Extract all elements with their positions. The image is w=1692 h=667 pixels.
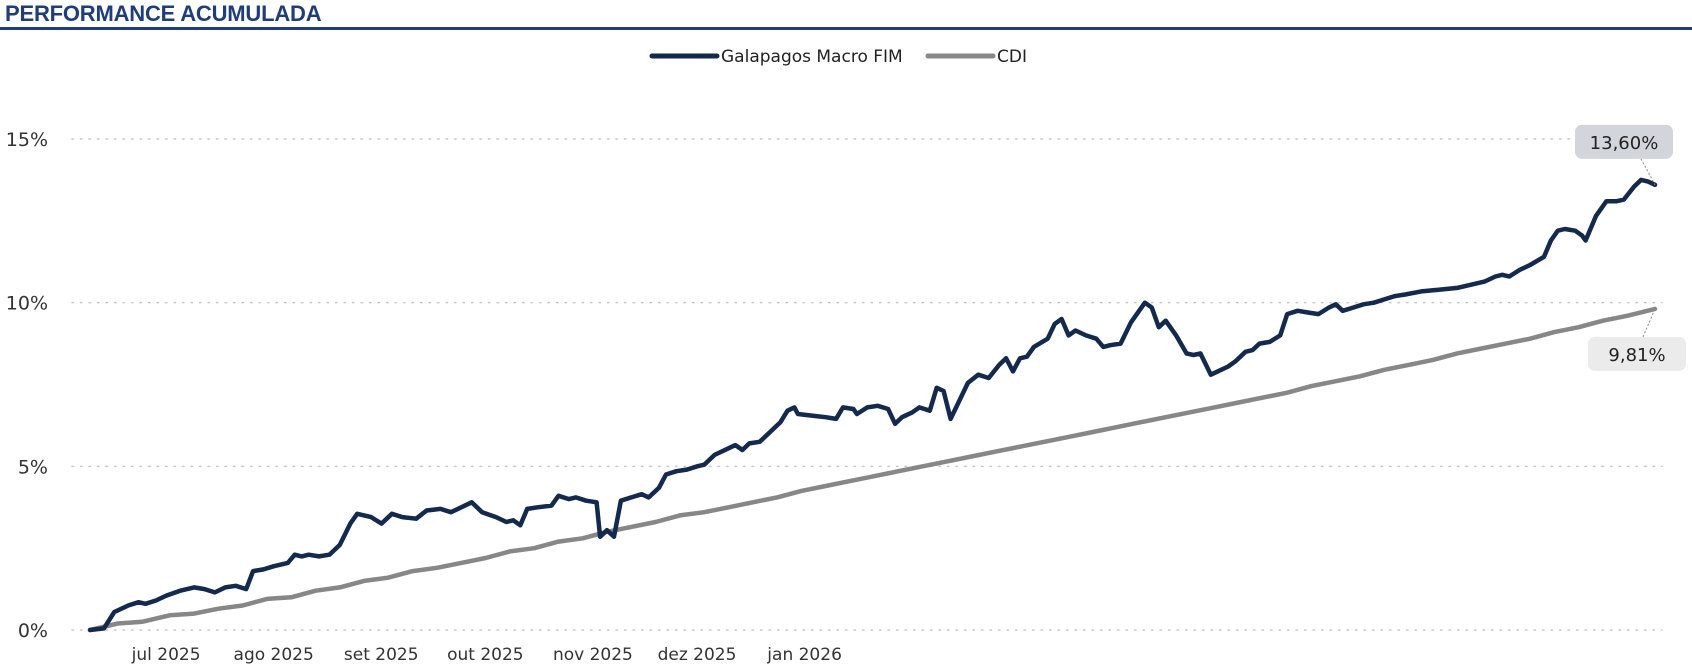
series-line-galapagos bbox=[87, 177, 1658, 633]
end-label-box-galapagos bbox=[1575, 124, 1673, 159]
x-tick-label: ago 2025 bbox=[234, 645, 314, 665]
x-tick-label: jul 2025 bbox=[131, 645, 201, 665]
legend: Galapagos Macro FIM CDI bbox=[649, 47, 1027, 67]
x-tick-label: set 2025 bbox=[344, 645, 419, 665]
x-tick-label: dez 2025 bbox=[658, 645, 737, 665]
series-line-cdi bbox=[87, 306, 1658, 633]
x-tick-label: nov 2025 bbox=[553, 645, 633, 665]
end-label-galapagos: 13,60% bbox=[1590, 133, 1659, 154]
x-axis: jul 2025 ago 2025 set 2025 out 2025 nov 2025… bbox=[131, 645, 842, 665]
y-tick-label: 0% bbox=[18, 620, 48, 642]
x-tick-label: jan 2026 bbox=[766, 645, 842, 665]
legend-label-cdi: CDI bbox=[997, 47, 1027, 67]
y-tick-label: 5% bbox=[18, 456, 48, 478]
end-label-cdi: 9,81% bbox=[1608, 345, 1665, 366]
series-lines bbox=[87, 177, 1658, 633]
end-labels: 13,60% 9,81% bbox=[1575, 124, 1686, 371]
label-leader-galapagos bbox=[1640, 158, 1656, 186]
chart-header: PERFORMANCE ACUMULADA bbox=[0, 0, 1692, 30]
y-tick-label: 10% bbox=[6, 293, 48, 315]
end-label-box-cdi bbox=[1588, 336, 1686, 371]
label-leader-cdi bbox=[1642, 308, 1656, 338]
y-axis: 0% 5% 10% 15% bbox=[6, 129, 48, 642]
chart-title: PERFORMANCE ACUMULADA bbox=[5, 1, 322, 26]
title-underline bbox=[0, 27, 1692, 30]
legend-label-galapagos: Galapagos Macro FIM bbox=[721, 47, 903, 67]
y-tick-label: 15% bbox=[6, 129, 48, 151]
gridlines bbox=[71, 138, 1663, 631]
x-tick-label: out 2025 bbox=[447, 645, 524, 665]
